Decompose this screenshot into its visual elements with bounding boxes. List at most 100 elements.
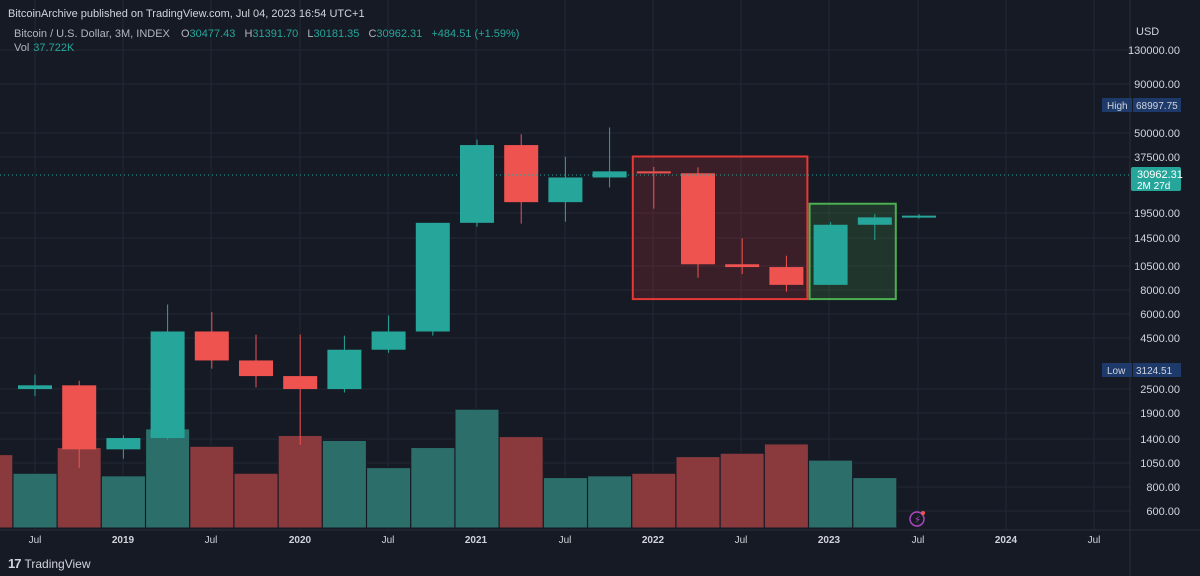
candle-body [592,171,627,178]
x-tick-label: Jul [559,535,572,546]
x-tick-label: 2022 [642,535,665,546]
candle-body [636,171,671,174]
candle-body [62,385,97,450]
candle-body [902,215,936,218]
volume-bar [719,452,765,529]
volume-bar [631,472,677,529]
x-tick-label: 2021 [465,535,488,546]
price-tick-label: 2500.00 [1140,384,1180,396]
volume-bar [145,428,191,529]
candle-body [813,224,848,285]
candle-body [504,145,539,203]
volume-legend: Vol 37.722K [14,42,75,54]
price-tick-label: 130000.00 [1128,45,1180,57]
volume-bar [100,475,146,529]
volume-bar [12,472,58,529]
candle-body [548,177,583,203]
volume-bar [277,435,323,529]
marker-value-bg [1133,98,1181,112]
countdown-value: 2M 27d [1137,181,1170,192]
candle-body [18,385,52,390]
volume-bar [321,439,367,529]
candle-body [194,331,229,361]
x-tick-label: 2024 [995,535,1018,546]
candle-body [415,222,450,332]
volume-bar [542,477,588,529]
price-tick-label: 50000.00 [1134,128,1180,140]
low-marker: Low 3124.51 [1102,363,1181,377]
volume-bar [410,447,456,529]
volume-bar [808,459,854,529]
tradingview-footer[interactable]: 17 TradingView [8,556,91,571]
volume-bar [852,477,898,529]
marker-label-bg [1102,363,1132,377]
candles [18,127,936,468]
volume-bar [454,408,500,529]
volume-bar [498,436,544,529]
volume-bar [189,445,235,529]
symbol-title: Bitcoin / U.S. Dollar, 3M, INDEX [14,28,170,40]
change-value: +484.51 (+1.59%) [431,28,520,40]
volume-bar [763,443,809,529]
candle-body [150,331,185,439]
marker-value: 68997.75 [1136,101,1178,112]
brand-name: TradingView [24,556,91,571]
open-value: 30477.43 [189,28,236,40]
candle-body [725,264,760,268]
time-axis: Jul 2019 Jul 2020 Jul 2021 Jul 2022 Jul 2023 Jul 20… [0,529,1200,546]
x-tick-label: Jul [1088,535,1101,546]
price-tick-label: 14500.00 [1134,233,1180,245]
event-lightning-icon: ⚡ [909,511,925,527]
marker-value: 3124.51 [1136,366,1173,377]
price-tick-label: 4500.00 [1140,333,1180,345]
volume-bars [0,408,898,529]
price-tick-label: 37500.00 [1134,152,1180,164]
volume-bar [675,456,721,529]
last-price-value: 30962.31 [1137,169,1183,181]
event-bolt: ⚡ [914,515,921,526]
event-dot [921,511,925,515]
tradingview-logo-icon: 17 [8,556,22,571]
volume-bar [366,467,412,529]
x-tick-label: Jul [29,535,42,546]
x-tick-label: 2023 [818,535,841,546]
marker-value-bg [1133,363,1181,377]
price-tick-label: 1400.00 [1140,434,1180,446]
last-price-badge [1131,167,1181,191]
price-axis: 130000.00 90000.00 50000.00 37500.00 19500.0… [1128,0,1180,576]
x-tick-label: Jul [205,535,218,546]
x-tick-label: Jul [382,535,395,546]
x-tick-label: 2019 [112,535,135,546]
x-tick-label: Jul [912,535,925,546]
price-tick-label: 8000.00 [1140,285,1180,297]
volume-bar [0,454,14,529]
candle-body [106,438,141,450]
x-tick-label: Jul [735,535,748,546]
volume-value: 37.722K [33,42,75,54]
candle-body [681,173,715,265]
x-tick-label: 2020 [289,535,312,546]
marker-label: High [1107,101,1128,112]
price-tick-label: 1900.00 [1140,408,1180,420]
currency-label[interactable]: USD [1136,26,1160,38]
marker-label-bg [1102,98,1132,112]
candle-body [327,349,362,390]
high-value: 31391.70 [252,28,299,40]
publisher-caption: BitcoinArchive published on TradingView.… [8,8,365,20]
event-circle [909,511,925,527]
candle-body [239,360,273,377]
high-marker: High 68997.75 [1102,98,1181,112]
volume-bar [587,475,633,529]
price-tick-label: 6000.00 [1140,309,1180,321]
price-tick-label: 800.00 [1146,482,1180,494]
candle-body [371,331,406,350]
marker-label: Low [1107,366,1126,377]
low-value: 30181.35 [313,28,360,40]
candle-body [769,267,804,285]
candle-body [283,376,318,390]
volume-bar [233,472,279,529]
price-tick-label: 600.00 [1146,506,1180,518]
close-value: 30962.31 [376,28,423,40]
